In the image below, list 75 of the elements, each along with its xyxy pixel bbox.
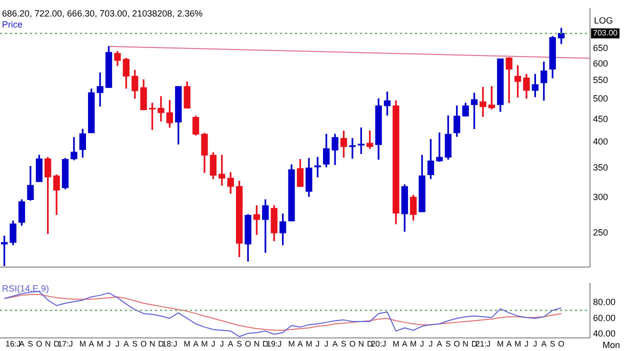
x-tick-label: 19:J: [266, 339, 282, 348]
x-tick-label: 16:J: [5, 339, 21, 348]
x-tick-label: 18:J: [162, 339, 178, 348]
x-tick-label: N: [44, 339, 51, 348]
y-tick-label: 60.00: [593, 312, 616, 323]
x-tick-label: J: [316, 339, 320, 348]
series-label: RSI(14,E,9): [2, 283, 50, 294]
x-tick-label: A: [88, 339, 95, 348]
y-tick-label: 350: [593, 162, 608, 172]
x-tick-label: O: [454, 339, 460, 348]
x-axis-title: Mon: [602, 340, 620, 350]
y-tick-label: 80.00: [593, 296, 616, 307]
candlestick: [480, 86, 486, 117]
x-tick-label: J: [324, 339, 328, 348]
x-tick-label: M: [288, 339, 296, 348]
x-tick-label: O: [558, 339, 564, 348]
x-tick-label: A: [506, 339, 512, 348]
x-tick-label: M: [410, 339, 418, 348]
candlestick: [158, 96, 164, 122]
y-tick-label: 600: [593, 58, 608, 68]
candlestick: [349, 138, 356, 159]
x-tick-label: N: [462, 339, 469, 348]
x-tick-label: O: [244, 339, 252, 348]
x-tick-label: A: [228, 339, 234, 348]
x-tick-label: S: [236, 339, 242, 348]
x-tick-label: S: [341, 339, 346, 348]
x-tick-label: A: [124, 339, 130, 348]
x-tick-label: A: [193, 339, 200, 348]
x-tick-label: O: [140, 339, 147, 348]
y-axis-title: Price: [2, 19, 23, 30]
x-tick-label: O: [36, 339, 42, 348]
x-tick-label: S: [445, 339, 451, 348]
x-tick-label: A: [541, 339, 548, 348]
x-tick-label: M: [306, 339, 313, 348]
y-tick-label: 650: [593, 42, 608, 53]
x-tick-label: J: [106, 339, 111, 348]
x-tick-label: A: [298, 339, 304, 348]
candlestick: [96, 72, 104, 107]
x-tick-label: J: [420, 339, 424, 348]
x-tick-label: N: [149, 339, 156, 348]
y-tick-label: 500: [593, 94, 608, 104]
y-tick-label: 550: [593, 75, 608, 86]
x-tick-label: J: [524, 339, 528, 348]
ref-line-label: 703.00: [593, 28, 618, 38]
x-tick-label: J: [533, 339, 538, 348]
x-tick-label: M: [79, 339, 86, 348]
x-tick-label: M: [392, 339, 400, 348]
y-tick-label: 400: [593, 136, 608, 147]
text: LOG: [594, 15, 614, 26]
x-tick-label: O: [349, 339, 356, 348]
y-tick-label: 250: [593, 227, 608, 238]
chart-title: 686.20, 722.00, 666.30, 703.00, 21038208, 2.36%: [2, 8, 203, 18]
x-tick-label: S: [132, 339, 138, 348]
x-tick-label: A: [332, 339, 338, 348]
x-tick-label: M: [184, 339, 191, 348]
x-tick-label: J: [220, 339, 224, 348]
candlestick: [436, 132, 443, 162]
x-tick-label: N: [358, 339, 364, 348]
x-tick-label: S: [28, 339, 34, 348]
x-tick-label: M: [497, 339, 504, 348]
x-tick-label: N: [254, 339, 260, 348]
x-tick-label: M: [514, 339, 522, 348]
x-tick-label: 17:J: [58, 339, 73, 348]
x-tick-label: M: [96, 339, 104, 348]
x-tick-label: J: [211, 339, 216, 348]
x-tick-label: A: [436, 339, 443, 348]
x-tick-label: A: [19, 339, 26, 348]
x-tick-label: J: [428, 339, 433, 348]
y-tick-label: 450: [593, 114, 608, 124]
y-tick-label: 40.00: [593, 328, 616, 339]
x-tick-label: A: [402, 339, 408, 348]
x-tick-label: J: [115, 339, 120, 348]
x-tick-label: S: [550, 339, 556, 348]
x-tick-label: M: [201, 339, 208, 348]
y-tick-label: 300: [593, 192, 608, 202]
